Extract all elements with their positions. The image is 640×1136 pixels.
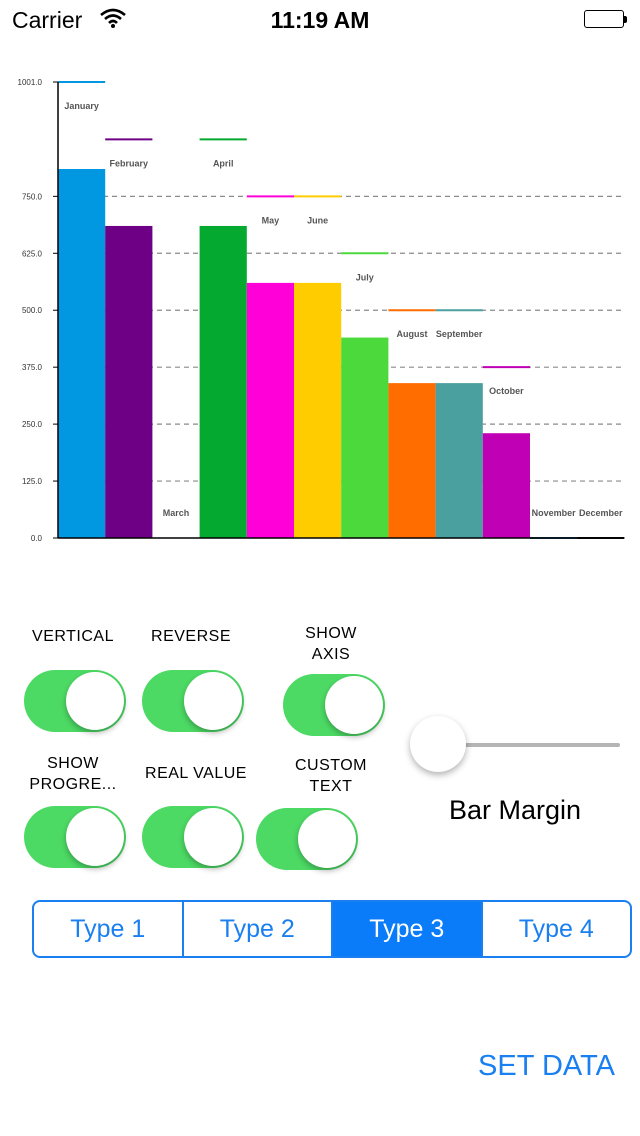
show-axis-label-line1: SHOW <box>305 625 357 642</box>
bar-june <box>294 282 342 538</box>
custom-text-label-line2: TEXT <box>309 778 353 795</box>
reverse-switch[interactable] <box>142 670 244 732</box>
segment-type-1[interactable]: Type 1 <box>34 902 184 956</box>
reverse-label: REVERSE <box>151 628 231 645</box>
y-tick-label: 250.0 <box>22 420 43 429</box>
status-time: 11:19 AM <box>270 7 370 33</box>
vertical-label: VERTICAL <box>32 628 114 645</box>
bar-february <box>105 225 153 539</box>
category-label: January <box>64 101 99 111</box>
wifi-icon <box>100 8 126 33</box>
category-label: December <box>579 508 623 518</box>
custom-text-label: CUSTOM TEXT <box>276 755 386 797</box>
show-progress-label: SHOW PROGRE... <box>18 753 128 795</box>
bar-margin-slider-track[interactable] <box>438 743 620 747</box>
switch-knob <box>66 808 124 866</box>
y-tick-label: 1001.0 <box>18 78 43 87</box>
y-tick-label: 125.0 <box>22 477 43 486</box>
bar-october <box>482 433 530 538</box>
show-progress-label-line2: PROGRE... <box>29 776 117 793</box>
show-axis-label: SHOW AXIS <box>276 623 386 665</box>
show-progress-label-line1: SHOW <box>47 755 99 772</box>
switch-knob <box>184 808 242 866</box>
show-axis-label-line2: AXIS <box>311 646 351 663</box>
category-label: June <box>307 215 328 225</box>
category-label: September <box>436 329 483 339</box>
status-bar: Carrier 11:19 AM <box>0 0 640 40</box>
carrier-label: Carrier <box>12 7 83 33</box>
segment-type-4[interactable]: Type 4 <box>518 914 594 943</box>
show-progress-switch[interactable] <box>24 806 126 868</box>
bar-chart: 0.0 125.0 250.0 375.0 500.0 625.0 750.0 1001.0 J… <box>18 78 625 543</box>
bar-july <box>341 337 389 538</box>
category-label: April <box>213 158 234 168</box>
bar-april <box>199 225 247 539</box>
category-label: November <box>532 508 577 518</box>
type-segmented-control: Type 1 Type 2 Type 3 Type 4 <box>32 900 632 958</box>
switch-knob <box>325 676 383 734</box>
y-tick-label: 625.0 <box>22 249 43 258</box>
y-tick-label: 750.0 <box>22 192 43 201</box>
real-value-switch[interactable] <box>142 806 244 868</box>
y-tick-label: 375.0 <box>22 363 43 372</box>
bar-january <box>58 169 106 539</box>
category-label: March <box>163 508 190 518</box>
custom-text-label-line1: CUSTOM <box>294 757 368 774</box>
category-label: July <box>356 272 374 282</box>
category-label: May <box>262 215 280 225</box>
bar-may <box>246 282 294 538</box>
category-label: October <box>489 386 524 396</box>
show-axis-switch[interactable] <box>283 674 385 736</box>
bar-margin-slider-thumb[interactable] <box>410 716 466 772</box>
y-tick-label: 500.0 <box>22 306 43 315</box>
switch-knob <box>66 672 124 730</box>
bar-margin-label: Bar Margin <box>448 795 582 825</box>
set-data-button[interactable]: SET DATA <box>478 1050 615 1082</box>
category-label: February <box>110 158 149 168</box>
switch-knob <box>298 810 356 868</box>
switch-knob <box>184 672 242 730</box>
category-label: August <box>397 329 428 339</box>
battery-icon <box>584 10 628 30</box>
y-tick-label: 0.0 <box>31 534 43 543</box>
bar-august <box>388 383 436 538</box>
bar-september <box>435 383 483 538</box>
segment-type-2[interactable]: Type 2 <box>184 902 333 956</box>
segment-type-3[interactable]: Type 3 <box>333 902 483 956</box>
custom-text-switch[interactable] <box>256 808 358 870</box>
vertical-switch[interactable] <box>24 670 126 732</box>
real-value-label: REAL VALUE <box>145 765 247 782</box>
